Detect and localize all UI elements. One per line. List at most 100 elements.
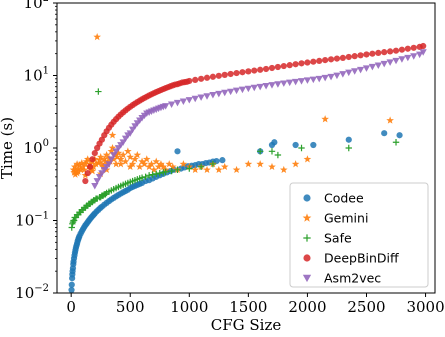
data-point-safe	[256, 148, 264, 155]
data-point-asm2vec	[250, 84, 258, 92]
data-point-asm2vec	[232, 87, 241, 95]
data-point-deepbindiff	[221, 71, 228, 78]
data-point-asm2vec	[221, 89, 229, 97]
data-point-safe	[156, 169, 163, 177]
data-point-deepbindiff	[209, 73, 217, 80]
data-point-gemini	[152, 157, 161, 165]
data-point-gemini	[70, 168, 78, 176]
data-point-gemini	[106, 157, 114, 165]
data-point-deepbindiff	[215, 72, 222, 79]
legend-box	[289, 182, 429, 288]
x-tick-label: 500	[116, 298, 145, 316]
data-point-codee	[381, 130, 388, 137]
data-point-asm2vec	[203, 93, 211, 100]
data-point-gemini	[78, 159, 86, 167]
data-point-gemini	[256, 160, 264, 168]
data-point-gemini	[108, 144, 117, 152]
data-point-deepbindiff	[387, 48, 394, 55]
legend-label-safe: Safe	[324, 231, 352, 246]
x-tick-label: 2500	[347, 298, 385, 316]
data-point-asm2vec	[368, 63, 376, 71]
data-point-gemini	[113, 153, 122, 161]
data-point-codee	[68, 281, 75, 288]
data-point-gemini	[150, 165, 158, 174]
data-point-gemini	[220, 162, 229, 171]
data-point-gemini	[69, 165, 78, 174]
data-point-deepbindiff	[310, 58, 317, 65]
data-point-asm2vec	[410, 53, 418, 60]
data-point-deepbindiff	[268, 64, 276, 72]
data-point-gemini	[79, 162, 87, 171]
data-point-gemini	[100, 155, 109, 163]
legend-label-asm2vec: Asm2vec	[324, 271, 381, 286]
data-point-safe	[149, 171, 156, 178]
data-point-gemini	[168, 162, 177, 171]
data-point-asm2vec	[93, 178, 101, 185]
data-point-gemini	[244, 160, 253, 168]
data-point-deepbindiff	[186, 77, 193, 85]
data-point-asm2vec	[215, 90, 223, 98]
data-point-gemini	[114, 149, 123, 157]
data-point-asm2vec	[280, 80, 288, 87]
data-point-safe	[153, 170, 160, 178]
data-point-asm2vec	[179, 98, 187, 105]
data-point-deepbindiff	[262, 65, 270, 73]
series-asm2vec	[91, 49, 427, 190]
data-point-asm2vec	[315, 75, 323, 83]
data-point-asm2vec	[297, 78, 306, 85]
data-point-deepbindiff	[404, 45, 411, 52]
data-point-gemini	[86, 160, 94, 168]
data-point-asm2vec	[105, 161, 113, 168]
x-tick-label: 3000	[406, 298, 444, 316]
data-point-gemini	[138, 157, 146, 165]
data-point-asm2vec	[386, 59, 394, 66]
legend: Codee Gemini Safe DeepBinDiff Asm2vec	[289, 182, 429, 288]
data-point-deepbindiff	[274, 63, 281, 71]
data-point-safe	[186, 165, 193, 172]
data-point-gemini	[131, 155, 139, 163]
legend-marker-asm2vec	[302, 274, 312, 283]
x-tick-label: 2000	[288, 298, 326, 316]
data-point-gemini	[116, 155, 125, 163]
data-point-gemini	[94, 159, 103, 167]
data-point-asm2vec	[167, 101, 176, 108]
data-point-gemini	[147, 160, 156, 168]
legend-label-gemini: Gemini	[324, 211, 368, 226]
legend-label-codee: Codee	[324, 191, 364, 206]
data-point-safe	[162, 168, 169, 175]
data-point-asm2vec	[419, 49, 427, 56]
data-point-asm2vec	[227, 88, 235, 96]
data-point-gemini	[268, 162, 276, 171]
data-point-gemini	[126, 162, 135, 171]
data-point-safe	[345, 144, 352, 152]
data-point-deepbindiff	[292, 61, 299, 68]
data-point-gemini	[124, 147, 132, 155]
data-point-asm2vec	[404, 54, 412, 62]
data-point-gemini	[96, 153, 105, 161]
data-point-deepbindiff	[233, 69, 240, 77]
x-tick-label: 0	[66, 298, 76, 316]
data-point-gemini	[101, 157, 110, 165]
data-point-deepbindiff	[280, 62, 287, 70]
data-point-gemini	[386, 116, 394, 124]
data-point-gemini	[98, 160, 106, 168]
data-point-deepbindiff	[410, 44, 417, 51]
data-point-asm2vec	[107, 156, 115, 163]
data-point-gemini	[93, 32, 101, 41]
data-point-gemini	[165, 160, 174, 168]
data-point-gemini	[71, 170, 80, 178]
data-point-deepbindiff	[203, 74, 211, 81]
data-point-codee	[271, 139, 278, 146]
data-point-deepbindiff	[316, 57, 323, 64]
data-point-asm2vec	[268, 82, 276, 89]
data-point-gemini	[102, 151, 111, 159]
data-point-deepbindiff	[357, 52, 364, 59]
data-point-asm2vec	[91, 183, 99, 190]
data-point-safe	[145, 172, 153, 179]
data-point-asm2vec	[321, 74, 329, 82]
data-point-gemini	[126, 153, 135, 161]
data-point-asm2vec	[416, 51, 424, 59]
data-point-asm2vec	[185, 97, 193, 104]
y-tick-label: 100	[24, 138, 49, 157]
data-point-gemini	[133, 151, 142, 159]
